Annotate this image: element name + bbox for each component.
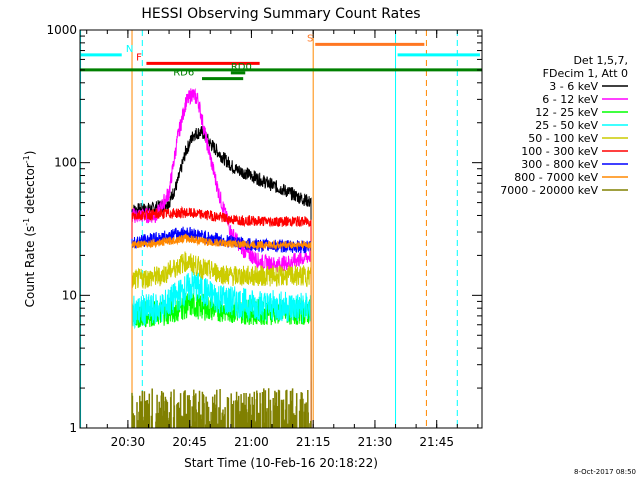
- x-axis-ticks: 20:30 20:45 21:00 21:15 21:30 21:45: [86, 30, 479, 449]
- y-tick-label-0: 1: [69, 421, 77, 435]
- y-axis-label-sup2: -1: [22, 155, 31, 163]
- x-tick-label-1: 20:45: [172, 435, 207, 449]
- y-axis-label-part1: Count Rate (s: [23, 226, 37, 308]
- chart-title: HESSI Observing Summary Count Rates: [141, 6, 420, 22]
- x-tick-label-3: 21:15: [296, 435, 331, 449]
- legend-label-5: 100 - 300 keV: [521, 145, 598, 158]
- y-axis-label-sup1: -1: [22, 218, 31, 226]
- plot-layer: NF RD0 RD6 S: [80, 30, 482, 429]
- series-line-4: [131, 251, 312, 429]
- x-tick-label-5: 21:45: [419, 435, 454, 449]
- series-line-3: [131, 271, 312, 429]
- legend-label-4: 50 - 100 keV: [528, 132, 598, 145]
- flag-label-2: F: [136, 52, 142, 63]
- legend-label-6: 300 - 800 keV: [521, 158, 598, 171]
- y-axis-ticks: 1 10 100 1000: [46, 23, 482, 435]
- x-tick-label-2: 21:00: [234, 435, 269, 449]
- y-axis-label-part3: ): [23, 151, 37, 156]
- series-line-7: [131, 232, 312, 429]
- legend-label-2: 12 - 25 keV: [535, 106, 598, 119]
- x-tick-label-4: 21:30: [358, 435, 393, 449]
- y-tick-label-3: 1000: [46, 23, 77, 37]
- flag-label-3: RD0: [231, 62, 252, 73]
- y-tick-label-1: 10: [62, 288, 77, 302]
- y-axis-label: Count Rate (s-1 detector-1): [22, 151, 37, 308]
- legend-label-0: 3 - 6 keV: [549, 80, 598, 93]
- flag-label-4: RD6: [173, 68, 194, 79]
- flag-label-0: N: [126, 44, 133, 55]
- series-line-5: [131, 205, 312, 429]
- plot-frame: [79, 29, 483, 429]
- flag-label-5: S: [307, 33, 313, 44]
- legend-label-1: 6 - 12 keV: [542, 93, 598, 106]
- legend-label-3: 25 - 50 keV: [535, 119, 598, 132]
- legend-label-7: 800 - 7000 keV: [514, 171, 598, 184]
- legend-header-detectors: Det 1,5,7,: [573, 54, 628, 67]
- y-axis-label-part2: detector: [23, 163, 37, 218]
- plot-timestamp: 8-Oct-2017 08:50: [574, 468, 636, 476]
- x-tick-label-0: 20:30: [111, 435, 146, 449]
- series-line-1: [131, 88, 312, 429]
- legend-header-decimation: FDecim 1, Att 0: [543, 67, 628, 80]
- y-tick-label-2: 100: [54, 156, 77, 170]
- x-axis-label: Start Time (10-Feb-16 20:18:22): [184, 456, 378, 470]
- legend-label-8: 7000 - 20000 keV: [500, 184, 598, 197]
- series-line-8: [131, 388, 312, 428]
